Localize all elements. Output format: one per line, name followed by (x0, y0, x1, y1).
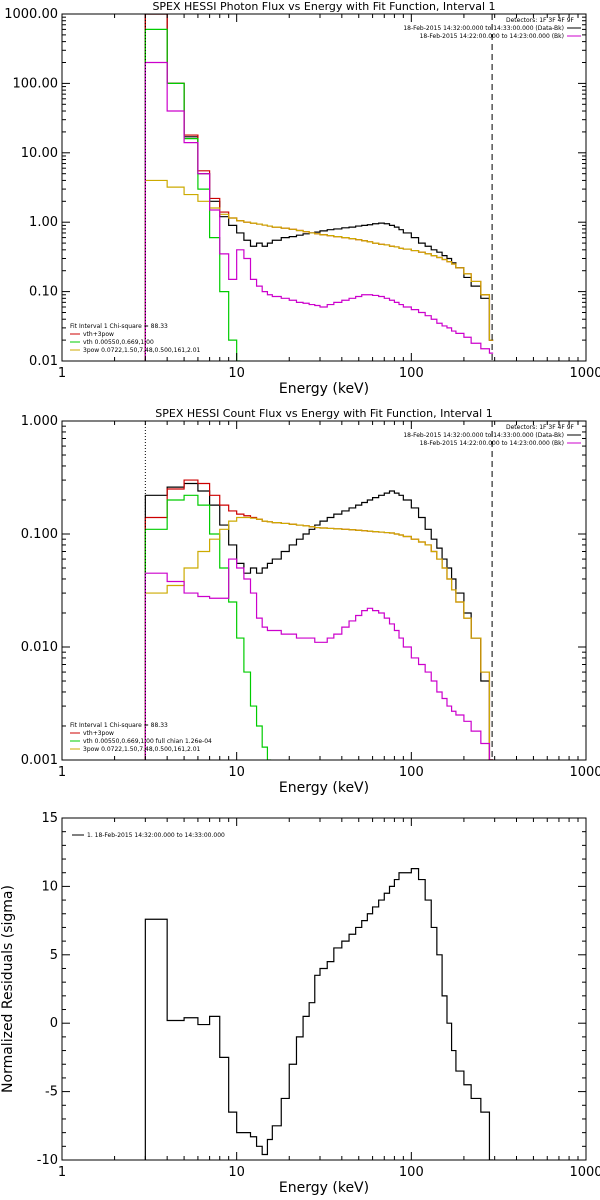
series-line-5 (144, 558, 494, 760)
y-tick-label: 1.000 (21, 414, 58, 429)
series-line-3 (144, 28, 241, 361)
fit-header: Fit Interval 1 Chi-square = 88.33 (70, 722, 168, 729)
chart-title: SPEX HESSI Photon Flux vs Energy with Fi… (152, 0, 495, 13)
x-tick-label: 10 (228, 1165, 245, 1180)
series-line-1 (144, 482, 494, 760)
series-line-2 (144, 479, 494, 760)
series-line-4 (144, 516, 494, 760)
chart-panel-3: 1 10 100 1000 -10 -5 0 5 10 15 Energy (keV) Normali… (0, 811, 600, 1196)
legend-left-text: vth 0.00550,0.669,1.00 full chian 1.26e-… (83, 738, 212, 745)
y-tick-label: 5 (50, 948, 58, 963)
y-tick-label: 10.00 (21, 146, 58, 161)
legend-left-text: vth 0.00550,0.669,1.00 (83, 339, 154, 346)
chart-title: SPEX HESSI Count Flux vs Energy with Fit… (155, 407, 492, 420)
y-tick-label: 0.010 (21, 640, 58, 655)
series-group (144, 868, 494, 1160)
series-group (144, 14, 494, 361)
plot-frame (61, 817, 587, 1161)
series-group (144, 479, 494, 760)
x-tick-label: 100 (399, 1165, 424, 1180)
series-line-5 (144, 61, 494, 361)
x-tick-label: 10 (228, 366, 245, 381)
plot-frame (61, 13, 587, 362)
x-axis-label: Energy (keV) (279, 381, 369, 397)
y-tick-label: 1000.00 (4, 7, 58, 22)
x-axis-label: Energy (keV) (279, 1180, 369, 1196)
series-line-3 (144, 494, 272, 760)
series-line-1 (144, 868, 494, 1160)
x-axis-label: Energy (keV) (279, 780, 369, 796)
x-tick-label: 1 (58, 1165, 66, 1180)
y-tick-label: 10 (41, 879, 58, 894)
legend-left-text: 3pow 0.0722,1.50,7.48,0.500,161,2.01 (83, 746, 201, 753)
y-tick-label: 100.00 (13, 76, 59, 91)
chart-panel-2: SPEX HESSI Count Flux vs Energy with Fit… (21, 407, 600, 796)
detectors-label: Detectors: 1F 3F 4F 9F (506, 424, 575, 431)
legend-right-text: 18-Feb-2015 14:32:00.000 to 14:33:00.000… (403, 25, 564, 32)
x-tick-label: 100 (399, 765, 424, 780)
y-tick-label: 1.00 (29, 215, 58, 230)
x-tick-label: 1000 (569, 765, 600, 780)
y-axis-label: Normalized Residuals (sigma) (0, 885, 16, 1093)
x-tick-label: 10 (228, 765, 245, 780)
x-tick-label: 100 (399, 366, 424, 381)
x-tick-label: 1 (58, 366, 66, 381)
y-tick-label: 0.10 (29, 285, 58, 300)
legend-left-text: vth+3pow (83, 331, 114, 338)
legend-text: 1. 18-Feb-2015 14:32:00.000 to 14:33:00.… (87, 832, 225, 839)
legend-right-text: 18-Feb-2015 14:32:00.000 to 14:33:00.000… (403, 432, 564, 439)
plot-frame (61, 420, 587, 761)
detectors-label: Detectors: 1F 3F 4F 9F (506, 17, 575, 24)
series-line-4 (144, 179, 494, 361)
x-tick-label: 1000 (569, 366, 600, 381)
x-tick-label: 1000 (569, 1165, 600, 1180)
y-tick-label: -5 (45, 1085, 58, 1100)
legend-right-text: 18-Feb-2015 14:22:00.000 to 14:23:00.000… (420, 33, 564, 40)
y-tick-label: 0.100 (21, 527, 58, 542)
y-tick-label: 0.01 (29, 354, 58, 369)
y-tick-label: 0.001 (21, 753, 58, 768)
legend-left-text: vth+3pow (83, 730, 114, 737)
y-tick-label: 15 (41, 811, 58, 826)
x-tick-label: 1 (58, 765, 66, 780)
legend-left-text: 3pow 0.0722,1.50,7.48,0.500,161,2.01 (83, 347, 201, 354)
y-tick-label: 0 (50, 1016, 58, 1031)
y-tick-label: -10 (37, 1153, 58, 1168)
fit-header: Fit Interval 1 Chi-square = 88.33 (70, 323, 168, 330)
legend-right-text: 18-Feb-2015 14:22:00.000 to 14:23:00.000… (420, 440, 564, 447)
series-line-1 (144, 14, 494, 361)
chart-panel-1: SPEX HESSI Photon Flux vs Energy with Fi… (4, 0, 600, 397)
